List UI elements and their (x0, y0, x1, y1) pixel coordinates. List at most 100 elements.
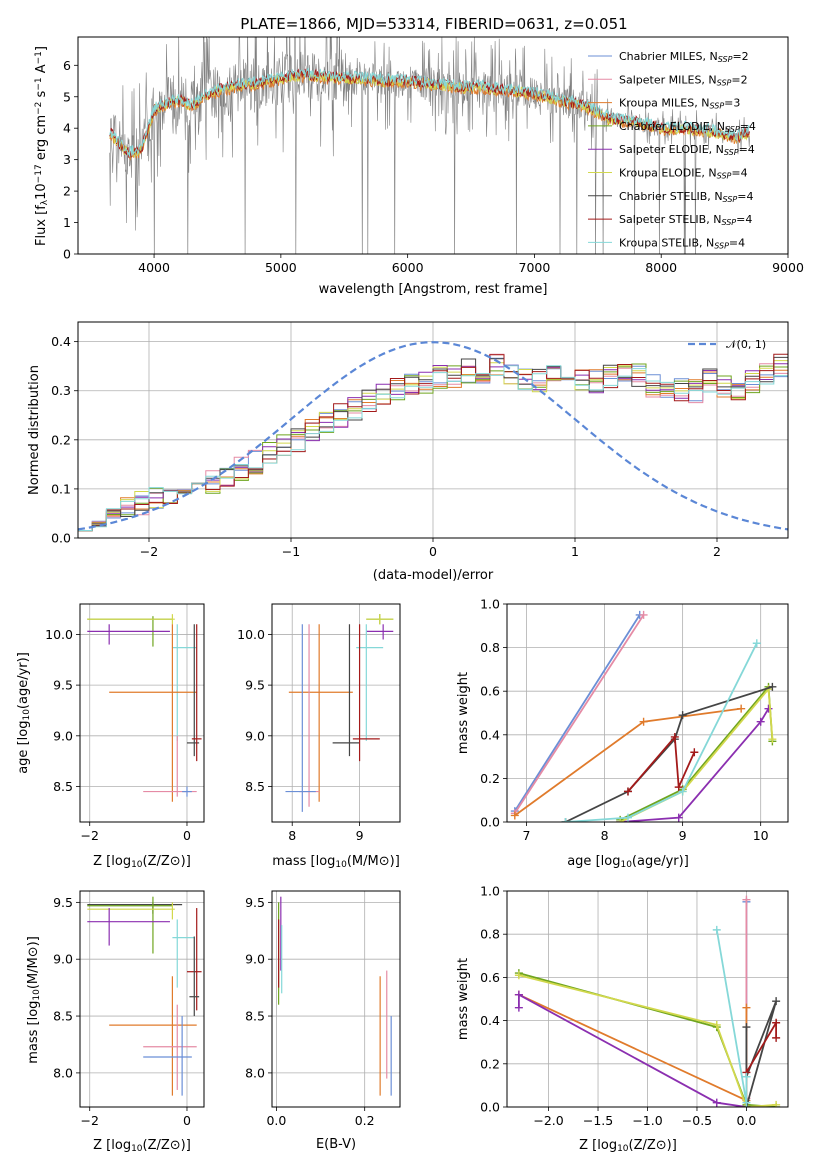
y-tick-label: 5 (63, 89, 71, 104)
series-marker (514, 1003, 523, 1012)
y-tick-label: 0.1 (51, 481, 71, 496)
x-tick-label: −1 (282, 544, 300, 559)
series-marker (616, 818, 625, 822)
y-tick-label: 9.0 (53, 952, 73, 967)
series-marker (678, 787, 687, 796)
series-marker (712, 1098, 721, 1107)
axes-mass_vs_ebv (272, 891, 400, 1107)
legend-val: =4 (731, 167, 747, 180)
series-marker (678, 711, 687, 720)
legend-sub: SSP (723, 195, 738, 204)
label-part: (age/yr)] (632, 854, 689, 869)
y-tick-label: 8.5 (245, 1009, 265, 1024)
y-tick-label: 0.4 (480, 1013, 500, 1028)
x-tick-label: 9 (356, 828, 364, 843)
frame-mass_weight_vs_Z: −2.0 −1.5 −1.0 −0.5 0.0 0.0 0.2 0.4 0.6 0.8 1.0 mas… (456, 884, 789, 1154)
x-tick-label: 10 (753, 828, 769, 843)
x-tick-label: 0 (183, 1113, 191, 1128)
label-part: A (34, 64, 49, 77)
y-tick-label: 0.8 (480, 927, 500, 942)
label-part: 10 (32, 989, 42, 1001)
series-marker (772, 1100, 781, 1107)
x-tick-label: 7 (523, 828, 531, 843)
label-part: −2 (34, 102, 44, 115)
y-tick-label: 0.8 (480, 640, 500, 655)
y-tick-label: 0.2 (480, 1056, 500, 1071)
y-tick-label: 0.2 (51, 432, 71, 447)
y-tick-label: 8.5 (53, 779, 73, 794)
x-tick-label: 2 (713, 544, 721, 559)
y-tick-label: 10.0 (237, 627, 265, 642)
x-tick-label: 9000 (772, 260, 804, 275)
y-tick-label: 8.0 (245, 1065, 265, 1080)
legend-entry: Kroupa MILES, NSSP=3 (619, 97, 740, 111)
legend-n: N (706, 236, 714, 249)
label-part: (Z/Z⊙)] (629, 1138, 677, 1153)
y-tick-label: 4 (63, 121, 71, 136)
mass-weight-ylabel: mass weight (456, 958, 471, 1040)
figure-title: PLATE=1866, MJD=53314, FIBERID=0631, z=0… (240, 15, 627, 33)
series-marker (772, 997, 781, 1006)
label-part: (age/yr)] (16, 652, 31, 709)
series-marker (772, 1033, 781, 1042)
histogram-step (78, 360, 788, 532)
legend-n: N (710, 50, 718, 63)
y-tick-label: 6 (63, 58, 71, 73)
plot-area (514, 895, 781, 1107)
label-part: 10 (335, 860, 347, 870)
series-marker (712, 1020, 721, 1029)
histogram-step (78, 363, 788, 532)
legend-entry: Chabrier MILES, NSSP=2 (619, 50, 749, 64)
histogram-step (78, 353, 788, 531)
spectrum-legend: Chabrier MILES, NSSP=2 Salpeter MILES, NS… (588, 50, 756, 250)
plot-area (109, 37, 750, 254)
x-tick-label: 7000 (519, 260, 551, 275)
y-tick-label: 0.2 (480, 771, 500, 786)
x-tick-label: 8 (288, 828, 296, 843)
y-tick-label: 2 (63, 184, 71, 199)
label-part: (Z/Z⊙)] (143, 854, 191, 869)
legend-entry: Chabrier ELODIE, NSSP=4 (619, 120, 756, 134)
series-marker (674, 783, 683, 792)
legend-val: =4 (736, 213, 752, 226)
plot-area (285, 614, 394, 812)
agez-ylabel: age [log10(age/yr)] (16, 652, 32, 774)
legend-val: =2 (732, 50, 748, 63)
legend-n: N (701, 97, 709, 110)
x-tick-label: 0 (429, 544, 437, 559)
series-line (565, 642, 758, 822)
y-tick-label: 0.4 (480, 727, 500, 742)
legend-val: =3 (724, 97, 740, 110)
legend-model: Salpeter STELIB, (619, 213, 713, 226)
series-marker (514, 990, 523, 999)
legend-model: Kroupa MILES, (619, 97, 701, 110)
x-tick-label: 0.0 (266, 1113, 286, 1128)
label-part: s (34, 90, 49, 101)
y-tick-label: 0.0 (480, 1100, 500, 1115)
legend-entry: Chabrier STELIB, NSSP=4 (619, 190, 753, 204)
ebv-xlabel: E(B-V) (316, 1137, 356, 1152)
legend-sub: SSP (718, 55, 733, 64)
series-line (745, 1019, 777, 1073)
plot-area (78, 341, 788, 532)
x-tick-label: 6000 (392, 260, 424, 275)
series-marker (737, 704, 746, 713)
axes-frame (79, 890, 205, 1108)
legend-entry: Salpeter MILES, NSSP=2 (619, 73, 748, 87)
x-tick-label: −2 (81, 1113, 99, 1128)
label-part: 10 (22, 709, 32, 721)
frame-residuals: −2 −1 0 1 2 0.0 0.1 0.2 0.3 0.4 𝒩(0, 1) (data-model… (27, 321, 789, 583)
y-tick-label: 9.5 (53, 895, 73, 910)
y-tick-label: 0.0 (480, 815, 500, 830)
legend-n: N (717, 120, 725, 133)
legend-sub: SSP (724, 148, 739, 157)
series-marker (690, 748, 699, 757)
x-tick-label: 5000 (265, 260, 297, 275)
spectrum-ylabel: Flux [fλ10−17 erg cm−2 s−1 A−1] (34, 46, 50, 246)
label-part: Z [log (579, 1138, 617, 1153)
series-line (514, 614, 641, 812)
label-part: mass [log (272, 854, 335, 869)
x-tick-label: 4000 (138, 260, 170, 275)
legend-sub: SSP (714, 241, 729, 250)
